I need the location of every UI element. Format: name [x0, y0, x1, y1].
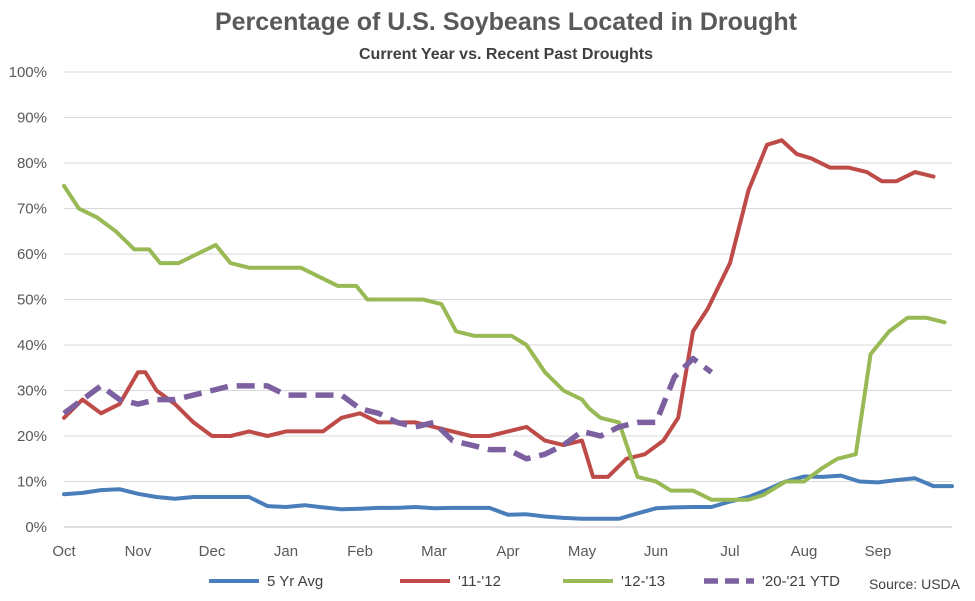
y-tick-label: 20%	[17, 428, 47, 445]
series-line-2	[62, 183, 947, 502]
series-line-1	[62, 138, 936, 479]
x-tick-label: Jan	[274, 543, 298, 560]
y-tick-label: 100%	[9, 64, 47, 81]
x-tick-label: Mar	[421, 543, 447, 560]
y-tick-label: 80%	[17, 155, 47, 172]
y-tick-label: 40%	[17, 337, 47, 354]
legend-label-0: 5 Yr Avg	[267, 573, 323, 590]
series-line-0	[62, 473, 954, 521]
x-tick-label: Apr	[496, 543, 519, 560]
x-axis-ticks: Oct Nov Dec Jan Feb Mar Apr May Jun Jul Aug Sep	[52, 543, 891, 560]
x-tick-label: Nov	[125, 543, 152, 560]
chart-title: Percentage of U.S. Soybeans Located in D…	[215, 8, 798, 36]
legend: 5 Yr Avg '11-'12 '12-'13 '20-'21 YTD	[209, 573, 840, 590]
x-tick-label: Feb	[347, 543, 373, 560]
x-tick-label: Dec	[199, 543, 226, 560]
y-tick-label: 50%	[17, 292, 47, 309]
x-tick-label: Jul	[720, 543, 739, 560]
chart-subtitle: Current Year vs. Recent Past Droughts	[359, 46, 653, 63]
y-axis-ticks: 0% 10% 20% 30% 40% 50% 60% 70% 80% 90% 100%	[9, 64, 47, 536]
x-tick-label: May	[568, 543, 597, 560]
y-tick-label: 30%	[17, 383, 47, 400]
y-tick-label: 10%	[17, 474, 47, 491]
x-tick-label: Aug	[791, 543, 818, 560]
legend-label-1: '11-'12	[458, 573, 501, 590]
y-tick-label: 60%	[17, 246, 47, 263]
y-tick-label: 70%	[17, 201, 47, 218]
series-lines	[62, 138, 954, 521]
x-tick-label: Oct	[52, 543, 76, 560]
x-tick-label: Jun	[644, 543, 668, 560]
source-note: Source: USDA	[869, 576, 961, 592]
series-line-3	[62, 355, 714, 462]
y-tick-label: 0%	[25, 519, 47, 536]
y-tick-label: 90%	[17, 110, 47, 127]
x-tick-label: Sep	[865, 543, 892, 560]
gridlines	[64, 71, 952, 528]
legend-label-2: '12-'13	[621, 573, 665, 590]
legend-label-3: '20-'21 YTD	[762, 573, 840, 590]
